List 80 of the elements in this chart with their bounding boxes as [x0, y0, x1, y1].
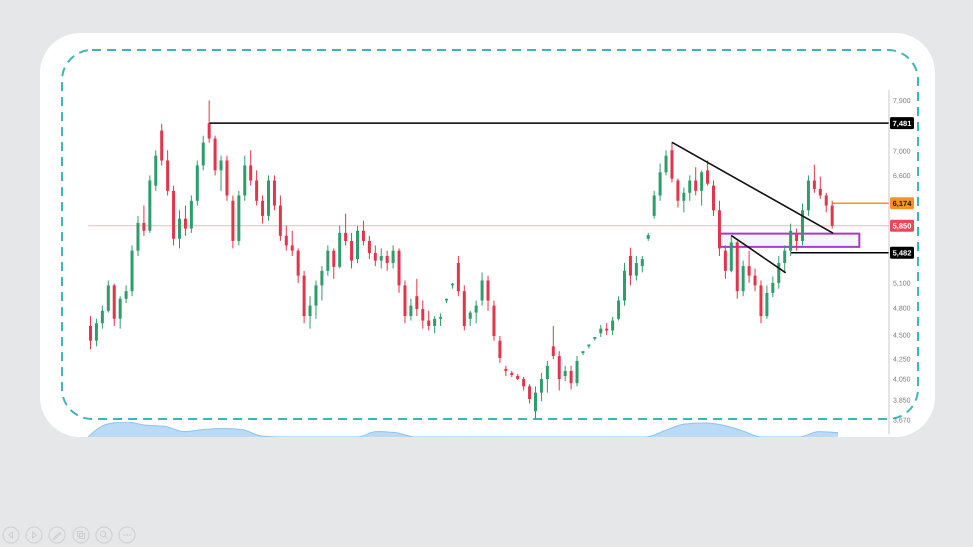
candlestick: [824, 192, 828, 213]
candlestick: [409, 298, 412, 322]
candlestick: [415, 278, 418, 317]
candlestick: [94, 318, 98, 347]
candlestick: [202, 135, 205, 171]
candlestick: [439, 312, 442, 326]
candlestick: [332, 248, 336, 280]
candlestick: [374, 244, 377, 267]
candlestick: [474, 300, 478, 324]
candlestick: [290, 230, 294, 257]
candlestick: [724, 244, 727, 280]
candlestick: [368, 235, 371, 260]
candlestick: [789, 223, 792, 257]
candlestick: [700, 170, 704, 206]
candlestick: [124, 284, 128, 304]
candlestick: [830, 200, 834, 230]
candlestick: [184, 205, 187, 236]
candlestick: [220, 155, 223, 192]
candlestick: [100, 305, 104, 330]
candlestick: [486, 275, 490, 312]
candlestick: [611, 316, 614, 336]
candlestick: [249, 150, 252, 186]
candlestick: [380, 248, 383, 269]
candlestick: [658, 163, 662, 202]
candlestick: [540, 372, 543, 402]
candlestick: [178, 210, 181, 249]
candlestick: [528, 384, 532, 404]
candlestick: [308, 296, 312, 330]
candlestick: [261, 194, 264, 224]
candlestick: [771, 276, 774, 298]
candlestick: [628, 247, 632, 286]
candlestick: [605, 322, 608, 336]
candlestick: [546, 360, 549, 394]
candlestick: [570, 365, 573, 390]
candlestick: [504, 365, 508, 376]
candlestick: [706, 160, 710, 186]
candlestick: [344, 213, 348, 246]
candlestick: [818, 176, 822, 200]
candlestick: [362, 220, 365, 246]
candlestick: [564, 365, 567, 382]
candlestick: [522, 376, 526, 392]
candlestick: [777, 256, 780, 290]
candlestick: [421, 300, 424, 330]
candlestick: [664, 150, 668, 176]
candlestick: [748, 250, 751, 284]
candlestick: [783, 244, 786, 273]
candlestick: [795, 228, 798, 252]
candlestick: [534, 386, 537, 420]
candlestick: [599, 324, 602, 338]
candlestick: [498, 336, 502, 364]
candlestick: [765, 284, 768, 320]
candlestick: [576, 356, 579, 387]
candlestick: [392, 244, 395, 269]
candlestick: [350, 232, 354, 269]
candlestick: [118, 296, 122, 330]
candlestick: [617, 296, 620, 322]
candlestick: [558, 350, 561, 392]
candlestick: [682, 187, 686, 213]
candlestick: [386, 250, 389, 272]
candlestick: [676, 178, 680, 208]
candlestick: [314, 280, 318, 320]
candlestick: [142, 205, 146, 236]
candlestick: [326, 244, 330, 276]
candlestick: [480, 272, 484, 306]
candlestick: [320, 266, 324, 301]
candlestick: [89, 316, 92, 350]
candlestick: [688, 174, 692, 202]
candlestick: [634, 256, 638, 281]
candlestick: [694, 166, 698, 196]
candlestick: [427, 310, 430, 332]
candlestick: [433, 316, 436, 334]
candlestick: [208, 100, 211, 144]
candlestick: [812, 164, 816, 194]
candlestick: [652, 190, 656, 220]
candlestick: [255, 170, 258, 206]
candlestick: [640, 256, 644, 273]
candlestick: [754, 268, 757, 292]
candlestick: [468, 310, 472, 326]
candlestick: [552, 325, 555, 360]
candlestick: [284, 225, 288, 252]
